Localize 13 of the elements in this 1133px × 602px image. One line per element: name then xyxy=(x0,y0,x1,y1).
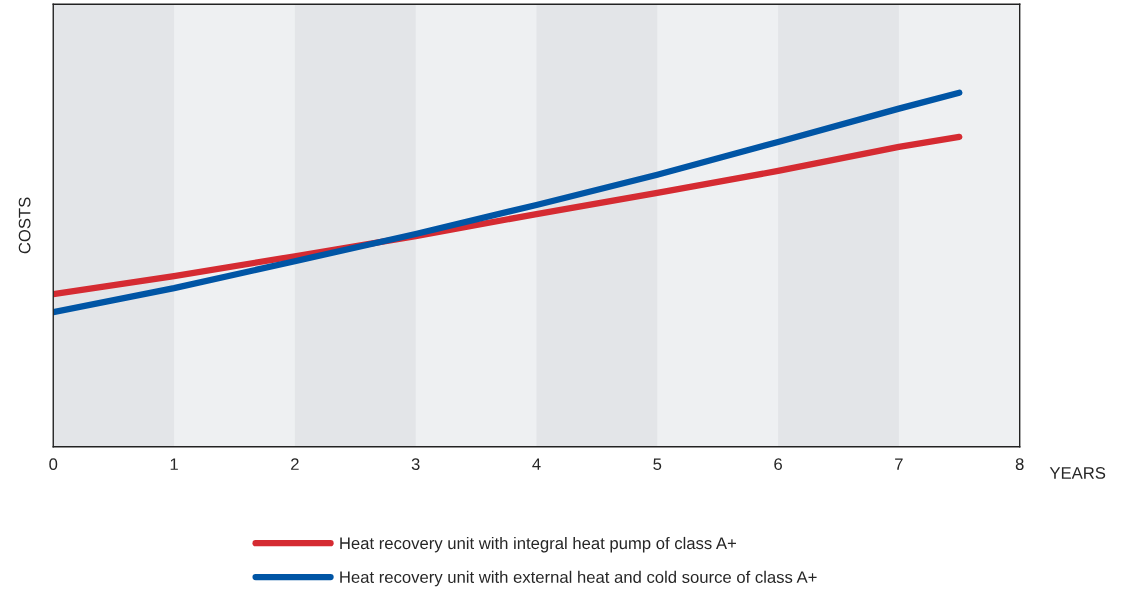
legend-label: Heat recovery unit with integral heat pump of class A+ xyxy=(340,536,736,553)
y-axis-title: COSTS xyxy=(18,197,31,254)
x-tick-label: 1 xyxy=(170,458,178,470)
x-tick-label: 7 xyxy=(895,458,903,470)
x-tick-label: 4 xyxy=(532,458,541,470)
x-tick-label: 5 xyxy=(653,458,662,471)
x-tick-label: 2 xyxy=(291,458,299,470)
x-tick-label: 8 xyxy=(1015,458,1024,471)
x-tick-label: 6 xyxy=(774,458,782,471)
x-axis-title: YEARS xyxy=(1049,467,1106,479)
legend-label: Heat recovery unit with external heat and cold source of class A+ xyxy=(340,570,817,587)
x-tick-label: 3 xyxy=(411,458,420,471)
x-tick-label: 0 xyxy=(49,458,58,471)
